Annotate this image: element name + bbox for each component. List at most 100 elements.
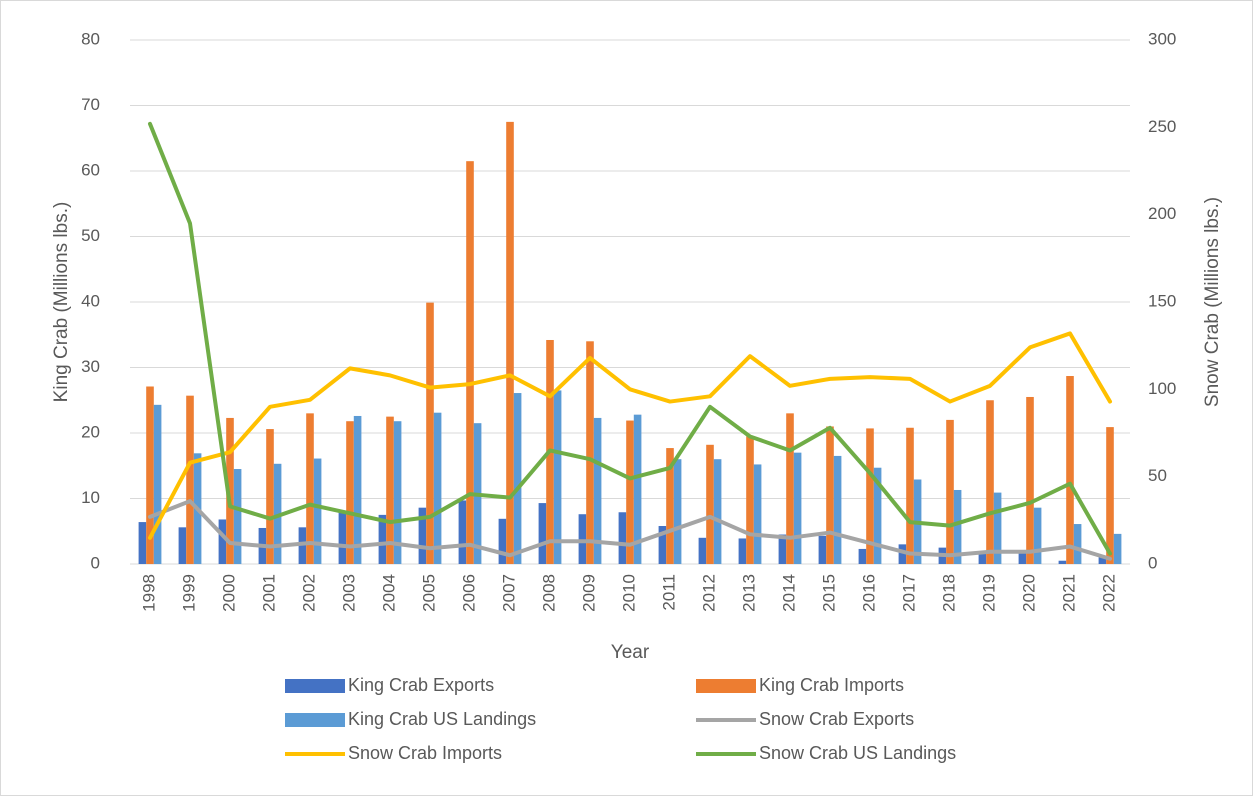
bar [1033, 507, 1042, 564]
bar [186, 395, 194, 564]
y2-tick-label: 250 [1148, 117, 1176, 136]
bar [313, 458, 322, 564]
bar [593, 417, 602, 564]
x-tick-label: 2022 [1099, 574, 1118, 612]
x-tick-label: 2001 [259, 574, 278, 612]
bar [793, 452, 802, 564]
bar [666, 448, 674, 564]
bar [673, 459, 682, 564]
bar [466, 161, 474, 565]
x-tick-label: 2000 [219, 574, 238, 612]
bar [1098, 557, 1107, 564]
bar [946, 419, 954, 564]
bar [266, 429, 274, 564]
bar [153, 404, 162, 564]
y2-tick-label: 300 [1148, 29, 1176, 48]
x-tick-label: 1999 [179, 574, 198, 612]
bar [513, 393, 522, 564]
y-tick-label: 0 [91, 553, 100, 572]
bar [553, 390, 562, 564]
bar [866, 428, 874, 564]
x-tick-label: 2014 [779, 574, 798, 612]
bar [498, 518, 507, 564]
legend-swatch [696, 679, 756, 693]
bar [738, 538, 747, 564]
y-tick-label: 60 [81, 160, 100, 179]
bar [1106, 427, 1114, 564]
line [148, 121, 1112, 556]
x-tick-label: 2015 [819, 574, 838, 612]
x-tick-label: 2011 [659, 574, 678, 611]
bar [426, 302, 434, 564]
bar [353, 415, 362, 564]
bar [1073, 524, 1082, 564]
bar [818, 535, 827, 564]
bar [1058, 560, 1067, 564]
bar [626, 420, 634, 564]
bar [786, 413, 794, 564]
x-tick-label: 2004 [379, 574, 398, 612]
bar [826, 426, 834, 564]
x-tick-label: 2008 [539, 574, 558, 612]
bar [578, 514, 587, 564]
x-tick-label: 2017 [899, 574, 918, 612]
bar [418, 507, 427, 564]
x-axis-title: Year [611, 642, 650, 663]
bar [953, 489, 962, 564]
y2-tick-label: 100 [1148, 379, 1176, 398]
line [148, 499, 1112, 561]
x-tick-label: 2005 [419, 574, 438, 612]
bar [706, 444, 714, 564]
line [148, 331, 1112, 540]
x-tick-label: 1998 [139, 574, 158, 612]
legend-label: King Crab US Landings [348, 709, 536, 729]
bar [393, 421, 402, 564]
y2-tick-label: 200 [1148, 204, 1176, 223]
legend-label: Snow Crab US Landings [759, 743, 956, 763]
bar [713, 459, 722, 564]
x-tick-label: 2013 [739, 574, 758, 612]
bar [986, 400, 994, 564]
x-tick-label: 2010 [619, 574, 638, 612]
y-tick-label: 80 [81, 29, 100, 48]
y-tick-label: 30 [81, 357, 100, 376]
bar [346, 421, 354, 564]
legend-swatch [285, 679, 345, 693]
bar [698, 537, 707, 564]
bar [898, 544, 907, 564]
y-tick-label: 20 [81, 422, 100, 441]
bar [226, 417, 234, 564]
bar [538, 503, 547, 564]
bar [146, 386, 154, 564]
y-tick-label: 70 [81, 95, 100, 114]
bar [233, 469, 242, 564]
y-tick-label: 10 [81, 488, 100, 507]
bar [178, 527, 187, 564]
x-tick-label: 2006 [459, 574, 478, 612]
x-tick-label: 2002 [299, 574, 318, 612]
x-tick-label: 2009 [579, 574, 598, 612]
bar [586, 341, 594, 564]
bar [873, 467, 882, 564]
bar [746, 436, 754, 564]
y-tick-label: 40 [81, 291, 100, 310]
x-tick-label: 2007 [499, 574, 518, 612]
x-tick-label: 2021 [1059, 574, 1078, 612]
x-tick-label: 2016 [859, 574, 878, 612]
bar [218, 519, 227, 564]
x-tick-label: 2012 [699, 574, 718, 612]
bar [778, 534, 787, 564]
bar [338, 512, 347, 564]
y2-axis-title: Snow Crab (Millions lbs.) [1202, 197, 1223, 407]
bar [458, 500, 467, 564]
bar [633, 414, 642, 564]
legend-label: King Crab Exports [348, 675, 494, 695]
x-tick-label: 2019 [979, 574, 998, 612]
bar [858, 548, 867, 564]
bar [433, 412, 442, 564]
y2-tick-label: 150 [1148, 291, 1176, 310]
bar [753, 464, 762, 564]
bar [833, 455, 842, 564]
